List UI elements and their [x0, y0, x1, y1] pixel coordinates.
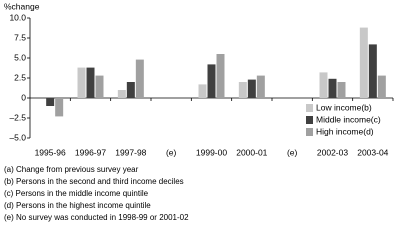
- bar: [198, 84, 207, 98]
- bar: [359, 27, 368, 99]
- y-tick-label: –2.5: [9, 112, 26, 122]
- y-tick-label: 10.0: [9, 12, 26, 22]
- legend-label: High income(d): [316, 126, 374, 136]
- chart: %change –5.0 –2.5 0 2.5 5.0 7.5 10.0 1995-96 199…: [4, 1, 394, 222]
- bar: [377, 75, 386, 98]
- bar: [256, 75, 265, 98]
- legend-label: Low income(b): [316, 102, 372, 112]
- legend-swatch: [306, 104, 313, 112]
- x-tick-label: 1996-97: [75, 147, 106, 157]
- bar: [328, 78, 337, 98]
- bar: [247, 79, 256, 98]
- footnote: (d) Persons in the highest income quinti…: [4, 201, 151, 210]
- x-tick-label: 2000-01: [236, 147, 267, 157]
- bar: [46, 98, 55, 106]
- bar: [135, 59, 144, 98]
- y-tick-label: 7.5: [14, 32, 26, 42]
- x-tick-label: 1997-98: [115, 147, 146, 157]
- bar: [77, 67, 86, 98]
- bar: [337, 82, 346, 98]
- bar: [368, 44, 377, 98]
- bar: [216, 54, 225, 98]
- legend-swatch: [306, 116, 313, 124]
- x-tick-label: (e): [166, 147, 177, 157]
- bar: [117, 90, 126, 98]
- x-tick-label: 2003-04: [357, 147, 388, 157]
- footnote: (c) Persons in the middle income quintil…: [4, 189, 149, 198]
- bar: [238, 82, 247, 98]
- x-tick-label: (e): [287, 147, 298, 157]
- bar: [319, 72, 328, 98]
- bar: [55, 98, 64, 117]
- footnote: (a) Change from previous survey year: [4, 165, 139, 174]
- bar: [86, 67, 95, 98]
- bar: [207, 64, 216, 98]
- x-tick-label: 1999-00: [196, 147, 227, 157]
- y-tick-label: 2.5: [14, 72, 26, 82]
- legend-label: Middle income(c): [316, 114, 381, 124]
- legend-swatch: [306, 128, 313, 136]
- footnote: (b) Persons in the second and third inco…: [4, 177, 184, 186]
- x-tick-label: 2002-03: [317, 147, 348, 157]
- y-tick-label: –5.0: [9, 132, 26, 142]
- bar: [95, 75, 104, 98]
- y-tick-label: 5.0: [14, 52, 26, 62]
- bar: [126, 82, 135, 98]
- y-tick-label: 0: [21, 92, 26, 102]
- y-axis-label: %change: [4, 1, 40, 11]
- x-tick-label: 1995-96: [35, 147, 66, 157]
- footnote: (e) No survey was conducted in 1998-99 o…: [4, 213, 189, 222]
